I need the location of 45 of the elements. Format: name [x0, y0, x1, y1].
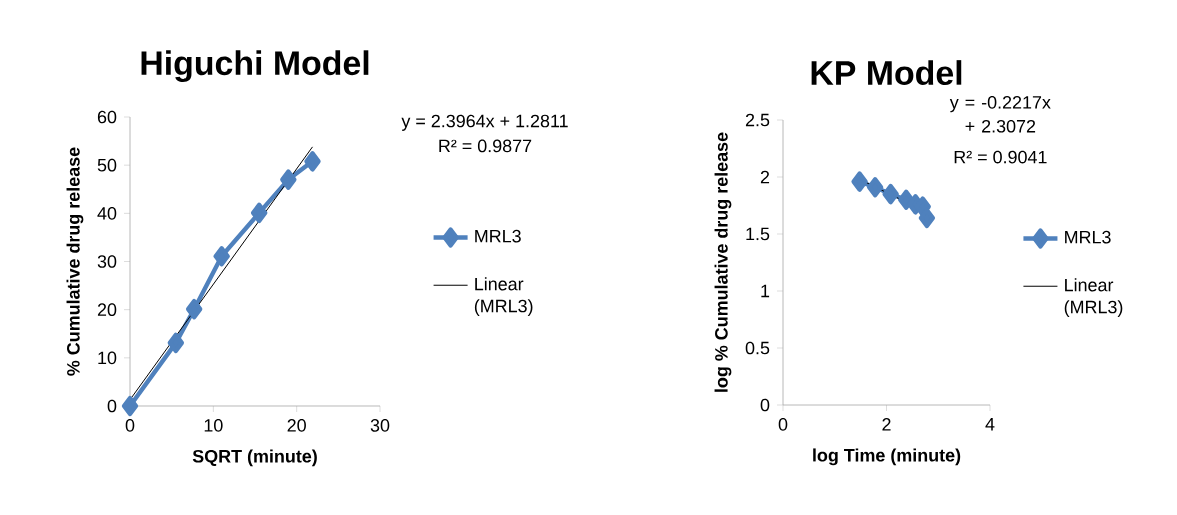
x-tick-label: 30 [370, 419, 390, 432]
y-tick-label: 40 [97, 206, 117, 220]
point [280, 169, 297, 190]
y-tick-label: 20 [97, 303, 117, 317]
x-tick-label: 0 [778, 418, 788, 431]
legend-label: MRL3 [475, 229, 521, 243]
y-tick-label: 0.5 [745, 341, 770, 355]
y-tick-label: 30 [97, 255, 117, 268]
x-tick-label: 2 [882, 418, 891, 431]
y-tick-label: 60 [97, 110, 117, 124]
legend-label: Linear (MRL3) [1064, 278, 1123, 317]
point [213, 246, 230, 267]
chart-title: KP Model [811, 60, 962, 86]
point [866, 177, 884, 198]
point [851, 171, 868, 192]
text: R² = 0.9877 [439, 139, 532, 153]
text: y = 2.3964x + 1.2811 [401, 114, 568, 131]
point [121, 395, 139, 417]
point [918, 207, 936, 229]
annotation: R² = 0.9041 [954, 150, 1047, 164]
x-tick-label: 0 [125, 419, 135, 432]
x-axis-title: log Time (minute) [813, 448, 961, 466]
y-tick-label: 0 [107, 399, 117, 413]
x-tick-label: 20 [287, 419, 306, 432]
y-axis-title: % Cumulative drug release [66, 147, 84, 376]
y-tick-label: 2 [760, 170, 770, 184]
x-axis-title: SQRT (minute) [192, 449, 317, 467]
y-tick-label: 50 [97, 158, 117, 172]
legend-label: Linear (MRL3) [474, 277, 533, 316]
y-tick-label: 10 [98, 351, 117, 365]
y-tick-label: 1 [761, 284, 770, 298]
x-tick-label: 4 [985, 418, 995, 431]
point [185, 298, 203, 320]
x-tick-label: 10 [204, 419, 223, 432]
point [882, 183, 899, 205]
y-tick-label: 1.5 [746, 227, 770, 241]
chart-title: Higuchi Model [141, 50, 369, 83]
point [304, 151, 321, 172]
annotation: y = -0.2217x + 2.3072 [949, 95, 1051, 133]
y-tick-label: 2.5 [745, 113, 770, 127]
legend-label: MRL3 [1065, 230, 1111, 244]
y-tick-label: 0 [760, 398, 770, 412]
point [250, 202, 268, 224]
point [167, 332, 185, 354]
y-axis-title: log % Cumulative drug release [714, 132, 732, 392]
